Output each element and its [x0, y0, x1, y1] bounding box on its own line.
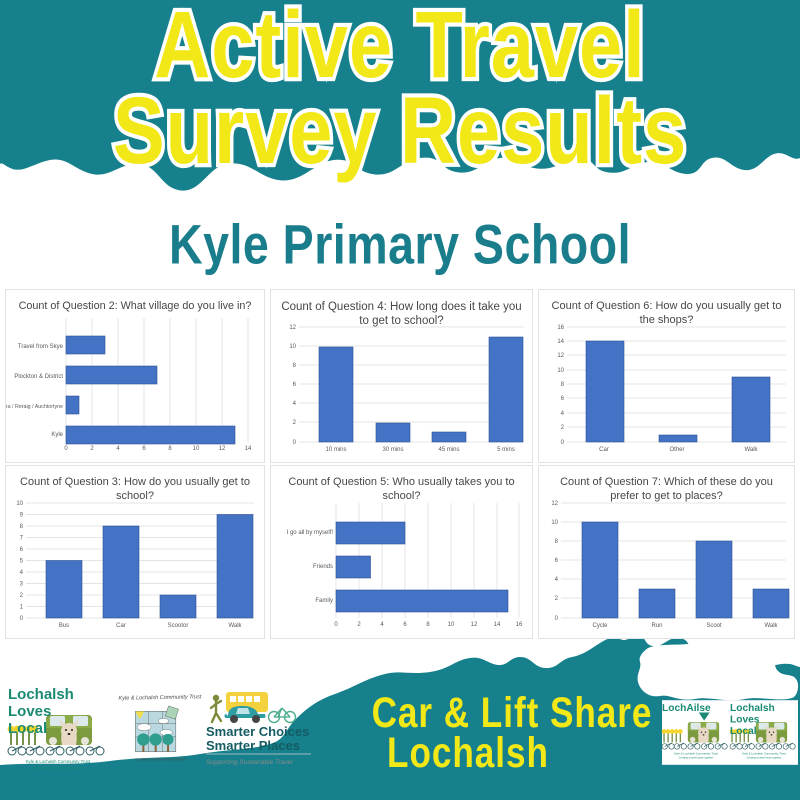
svg-text:LochAilse: LochAilse [662, 703, 711, 714]
svg-text:Walk: Walk [764, 623, 778, 629]
svg-text:Run: Run [651, 623, 662, 629]
svg-text:Kyle & Lochalsh Community Trus: Kyle & Lochalsh Community Trust [118, 694, 201, 701]
svg-text:2: 2 [555, 596, 559, 602]
svg-text:Supporting Sustainable Travel: Supporting Sustainable Travel [206, 759, 293, 766]
svg-text:Creating a better future toget: Creating a better future together [32, 766, 84, 770]
svg-text:8: 8 [555, 539, 559, 545]
svg-text:Lochalsh: Lochalsh [730, 703, 775, 714]
svg-text:Kyle & Lochalsh Community Trus: Kyle & Lochalsh Community Trust [742, 752, 786, 756]
svg-text:0: 0 [555, 616, 559, 622]
svg-text:Loves: Loves [8, 703, 51, 720]
svg-text:Local: Local [730, 726, 757, 737]
svg-text:Scoot: Scoot [706, 623, 722, 629]
svg-text:Smarter Choices: Smarter Choices [206, 724, 309, 739]
svg-text:Creating a better future toget: Creating a better future together [747, 757, 782, 760]
svg-text:Lochalsh: Lochalsh [8, 686, 74, 703]
svg-text:Creating a better future toget: Creating a better future together [679, 757, 714, 760]
svg-text:Cycle: Cycle [592, 623, 608, 629]
svg-text:Kyle & Lochalsh Community Trus: Kyle & Lochalsh Community Trust [674, 752, 718, 756]
svg-text:Loves: Loves [730, 715, 760, 726]
svg-text:Creating a better future toget: Creating a better future together [135, 758, 186, 762]
svg-text:10: 10 [551, 520, 558, 526]
svg-text:Kyle & Lochalsh Community Trus: Kyle & Lochalsh Community Trust [26, 759, 91, 764]
svg-text:Smarter Places: Smarter Places [206, 738, 300, 753]
svg-text:Local: Local [8, 720, 47, 737]
svg-text:12: 12 [551, 501, 558, 507]
svg-text:6: 6 [555, 558, 559, 564]
svg-text:4: 4 [555, 577, 559, 583]
